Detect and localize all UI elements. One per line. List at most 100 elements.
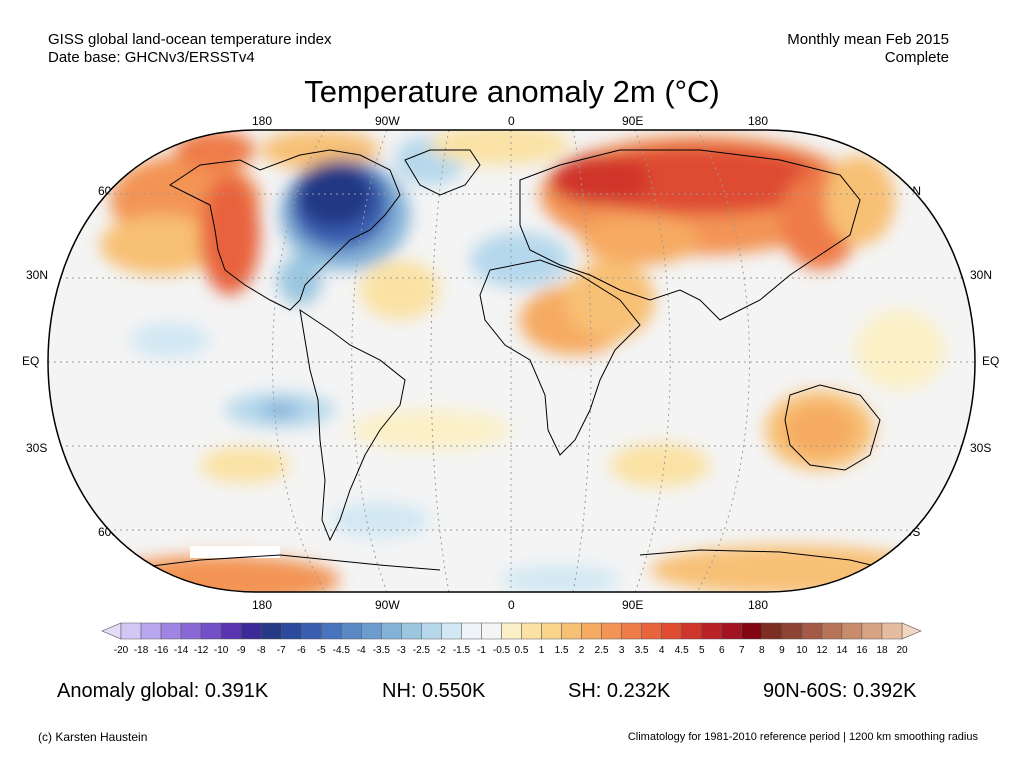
colorbar-swatch — [240, 622, 262, 640]
colorbar-swatch — [160, 622, 182, 640]
lon-label-top-90e: 90E — [622, 114, 644, 128]
colorbar-swatch — [361, 622, 382, 640]
footer-credit: (c) Karsten Haustein — [38, 730, 148, 744]
colorbar-tick-label: 18 — [876, 645, 888, 656]
colorbar-swatch — [341, 622, 362, 640]
colorbar-tick-label: 6 — [719, 645, 725, 656]
map-title: Temperature anomaly 2m (°C) — [304, 74, 720, 109]
colorbar-tick-label: -14 — [174, 645, 189, 656]
anomaly-blobs — [100, 130, 945, 592]
colorbar-swatch — [781, 622, 803, 640]
header-database: Date base: GHCNv3/ERSSTv4 — [48, 49, 255, 66]
colorbar-tick-label: 7 — [739, 645, 745, 656]
colorbar-tick-label: 2 — [579, 645, 585, 656]
lon-label-top-180w: 180 — [252, 114, 273, 128]
colorbar-swatch — [461, 622, 482, 640]
colorbar-swatch — [421, 622, 442, 640]
colorbar-tick-label: 20 — [896, 645, 908, 656]
colorbar-swatch — [120, 622, 142, 640]
lon-label-bottom-0: 0 — [508, 598, 515, 612]
colorbar-tick-label: -9 — [237, 645, 246, 656]
lat-label-left-30n: 30N — [26, 268, 49, 282]
colorbar-swatch — [260, 622, 282, 640]
colorbar-swatch — [180, 622, 202, 640]
colorbar-tick-label: 3.5 — [635, 645, 649, 656]
colorbar-swatch — [861, 622, 883, 640]
graticule — [48, 130, 975, 592]
colorbar-swatch — [541, 622, 562, 640]
colorbar-tick-label: -8 — [257, 645, 266, 656]
colorbar-tick-label: -1 — [477, 645, 486, 656]
colorbar-tick-label: 12 — [816, 645, 828, 656]
colorbar-tick-label: -6 — [297, 645, 306, 656]
anomaly-nh: NH: 0.550K — [382, 680, 486, 702]
colorbar-tick-label: -12 — [194, 645, 209, 656]
colorbar-tick-label: 4 — [659, 645, 665, 656]
colorbar-swatch — [300, 622, 322, 640]
colorbar-tick-label: -2 — [437, 645, 446, 656]
colorbar-swatch — [721, 622, 743, 640]
lat-label-right-30s: 30S — [970, 441, 992, 455]
colorbar-tick-label: 16 — [856, 645, 868, 656]
lat-label-left-eq: EQ — [22, 354, 40, 368]
colorbar-tick-label: 10 — [796, 645, 808, 656]
colorbar-tick-label: -3.5 — [373, 645, 391, 656]
colorbar-tick-label: -10 — [214, 645, 229, 656]
lon-label-top-90w: 90W — [375, 114, 400, 128]
colorbar-swatch — [501, 622, 522, 640]
colorbar-swatch — [481, 622, 502, 640]
colorbar-tick-label: -18 — [134, 645, 149, 656]
colorbar-swatch — [601, 622, 622, 640]
colorbar-swatch — [521, 622, 542, 640]
colorbar-swatch — [701, 622, 723, 640]
colorbar-tick-label: 9 — [779, 645, 785, 656]
colorbar-tick-label: 2.5 — [595, 645, 609, 656]
lon-label-bottom-90e: 90E — [622, 598, 644, 612]
lon-label-top-180e: 180 — [748, 114, 769, 128]
anomaly-global: Anomaly global: 0.391K — [57, 680, 269, 702]
colorbar-swatch — [220, 622, 242, 640]
header-period: Monthly mean Feb 2015 — [787, 31, 949, 48]
colorbar-tick-label: 1.5 — [555, 645, 569, 656]
colorbar-tick-label: -16 — [154, 645, 169, 656]
colorbar-tick-label: 0.5 — [515, 645, 529, 656]
colorbar-tick-label: 3 — [619, 645, 625, 656]
colorbar-swatch — [321, 622, 342, 640]
globe-outline — [47, 129, 976, 593]
colorbar-swatch — [641, 622, 662, 640]
colorbar-swatch — [881, 622, 903, 640]
lon-label-bottom-180e: 180 — [748, 598, 769, 612]
colorbar-swatch — [761, 622, 783, 640]
colorbar-swatch — [581, 622, 602, 640]
colorbar-tick-label: -1.5 — [453, 645, 471, 656]
colorbar-swatch — [200, 622, 222, 640]
anomaly-polar: 90N-60S: 0.392K — [763, 680, 917, 702]
lon-label-top-0: 0 — [508, 114, 515, 128]
lat-label-left-30s: 30S — [26, 441, 48, 455]
colorbar-swatch — [661, 622, 682, 640]
colorbar-tick-label: -3 — [397, 645, 406, 656]
colorbar-tick-label: -0.5 — [493, 645, 511, 656]
lon-label-bottom-180w: 180 — [252, 598, 273, 612]
lat-label-right-eq: EQ — [982, 354, 1000, 368]
colorbar-tick-label: -4 — [357, 645, 366, 656]
colorbar-swatch — [741, 622, 763, 640]
colorbar-swatch — [821, 622, 843, 640]
colorbar-swatch — [140, 622, 162, 640]
colorbar-swatch — [841, 622, 863, 640]
colorbar-tick-label: 1 — [539, 645, 545, 656]
lat-label-right-30n: 30N — [970, 268, 993, 282]
footer-note: Climatology for 1981-2010 reference peri… — [627, 731, 978, 743]
header-status: Complete — [884, 49, 949, 66]
colorbar-tick-label: -20 — [114, 645, 129, 656]
colorbar: -20 -18 -16 -14 -12 -10 -9 -8 -7 -6 -5 -4.5 -4 -3.5 -3… — [101, 622, 922, 656]
anomaly-field — [48, 130, 975, 592]
colorbar-tick-label: -5 — [317, 645, 326, 656]
colorbar-swatch — [441, 622, 462, 640]
colorbar-tick-label: 4.5 — [675, 645, 689, 656]
anomaly-sh: SH: 0.232K — [568, 680, 671, 702]
colorbar-tick-label: 14 — [836, 645, 848, 656]
colorbar-tick-label: 8 — [759, 645, 765, 656]
colorbar-arrow-low — [101, 622, 122, 640]
header-source: GISS global land-ocean temperature index — [48, 31, 332, 48]
